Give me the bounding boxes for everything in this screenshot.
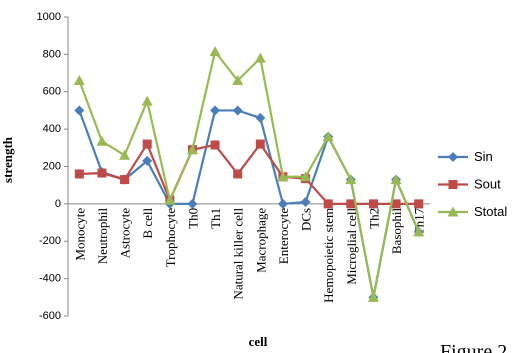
x-axis-label: cell [249,334,268,349]
marker [164,194,176,205]
marker [210,105,221,116]
x-tick-label: Enterocyte [276,208,291,265]
marker [323,199,333,209]
marker [367,291,379,302]
marker [187,198,198,209]
x-tick-label: Th1 [208,208,223,229]
figure-caption: Figure 2 [440,341,507,353]
marker [186,144,198,155]
marker [300,171,312,182]
x-tick-label: Microglial cell [344,207,359,284]
x-tick-label: Neutrophil [95,207,110,264]
marker [119,149,131,160]
y-tick-label: -200 [39,235,61,247]
marker [447,206,459,217]
marker [74,169,84,179]
marker [74,105,85,116]
marker [255,139,265,149]
marker [277,198,288,209]
marker [448,152,458,162]
legend-label: Sin [474,149,493,164]
marker [73,75,85,86]
line [78,49,420,298]
marker [413,226,425,237]
marker [391,199,401,209]
marker [120,175,130,185]
marker [97,168,107,178]
y-axis-label: strength [0,136,15,183]
y-tick-label: 800 [43,48,61,60]
marker [345,174,357,185]
marker [277,171,289,182]
marker [368,199,378,209]
marker [300,197,311,208]
x-tick-label: Th2 [366,208,381,229]
x-tick-label: Natural killer cell [231,207,246,299]
marker [209,46,221,57]
x-tick-label: Macrophage [253,208,268,273]
x-tick-label: Astrocyte [118,208,133,259]
y-tick-label: 200 [43,160,61,172]
marker [142,155,153,166]
x-tick-label: B cell [140,207,155,238]
x-tick-label: Hemopoietic stem [321,208,336,303]
y-tick-label: 1000 [37,11,61,23]
y-tick-label: -600 [39,310,61,322]
marker [346,199,356,209]
line [79,141,419,205]
marker [254,52,266,63]
y-tick-label: 0 [55,198,61,210]
marker [414,199,424,209]
marker [142,139,152,149]
x-tick-label: Monocyte [72,208,87,261]
legend-label: Sout [474,177,501,192]
x-tick-label: DCs [299,208,314,231]
marker [232,105,243,116]
x-tick-label: Basophil [389,207,404,254]
legend-label: Stotal [474,204,507,219]
x-tick-label: Trophocyte [163,208,178,268]
marker [322,131,334,142]
marker [232,75,244,86]
y-tick-label: -400 [39,273,61,285]
x-tick-label: Th0 [185,208,200,229]
y-tick-label: 600 [43,86,61,98]
marker [96,135,108,146]
y-tick-label: 400 [43,123,61,135]
marker [390,174,402,185]
marker [210,140,220,150]
marker [141,95,153,106]
marker [255,112,266,123]
marker [233,169,243,179]
marker [448,180,458,189]
x-tick-label: Th17 [412,207,427,235]
